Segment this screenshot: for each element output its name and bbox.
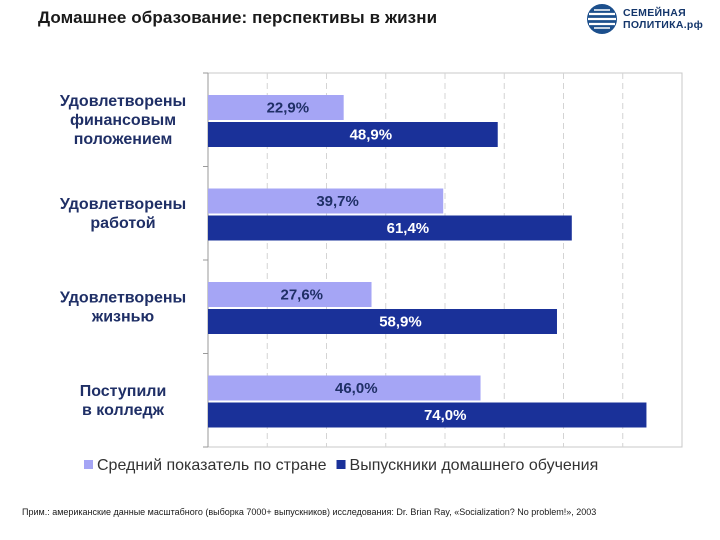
data-label: 39,7%: [316, 193, 359, 210]
category-labels: Удовлетворены финансовым положением Удовлет…: [60, 93, 186, 419]
data-label: 74,0%: [424, 407, 467, 424]
category-label: жизнью: [91, 309, 155, 326]
data-label: 61,4%: [387, 220, 430, 237]
legend: Средний показатель по стране Выпускники д…: [84, 457, 598, 474]
bar-national: [208, 375, 481, 401]
category-label: Поступили: [80, 383, 167, 400]
logo: СЕМЕЙНАЯ ПОЛИТИКА.рф: [585, 2, 717, 36]
category-label: Удовлетворены: [60, 93, 186, 110]
legend-swatch: [336, 460, 346, 469]
bar-national: [208, 95, 344, 120]
data-label: 46,0%: [335, 380, 378, 397]
category-label: положением: [74, 131, 173, 148]
bar-homeschool: [208, 215, 572, 241]
legend-entry: Средний показатель по стране: [97, 457, 327, 474]
legend-swatch: [84, 460, 93, 469]
legend-entry: Выпускники домашнего обучения: [350, 457, 599, 474]
category-label: Удовлетворены: [60, 196, 186, 213]
bar-homeschool: [208, 122, 498, 147]
bar-national: [208, 188, 444, 214]
category-label: Удовлетворены: [60, 290, 186, 307]
data-label: 48,9%: [350, 127, 393, 144]
category-label: финансовым: [70, 112, 176, 129]
category-label: в колледж: [82, 402, 165, 419]
globe-logo-icon: [587, 4, 617, 34]
data-label: 22,9%: [267, 100, 310, 117]
logo-line-1: СЕМЕЙНАЯ: [623, 7, 686, 19]
bar-homeschool: [208, 309, 557, 334]
bar-national: [208, 282, 372, 307]
bar-homeschool: [208, 402, 647, 428]
data-label: 27,6%: [280, 287, 323, 304]
bars: 22,9% 48,9% 39,7% 61,4% 27,6% 58,9% 46,0% 74,0%: [208, 95, 647, 428]
page-title: Домашнее образование: перспективы в жизн…: [38, 8, 438, 27]
logo-line-2: ПОЛИТИКА.рф: [623, 19, 704, 31]
footnote: Прим.: американские данные масштабного (…: [22, 507, 597, 517]
category-label: работой: [90, 215, 155, 232]
data-label: 58,9%: [379, 314, 422, 331]
bar-chart: 22,9% 48,9% 39,7% 61,4% 27,6% 58,9% 46,0% 74,0%…: [60, 72, 683, 474]
